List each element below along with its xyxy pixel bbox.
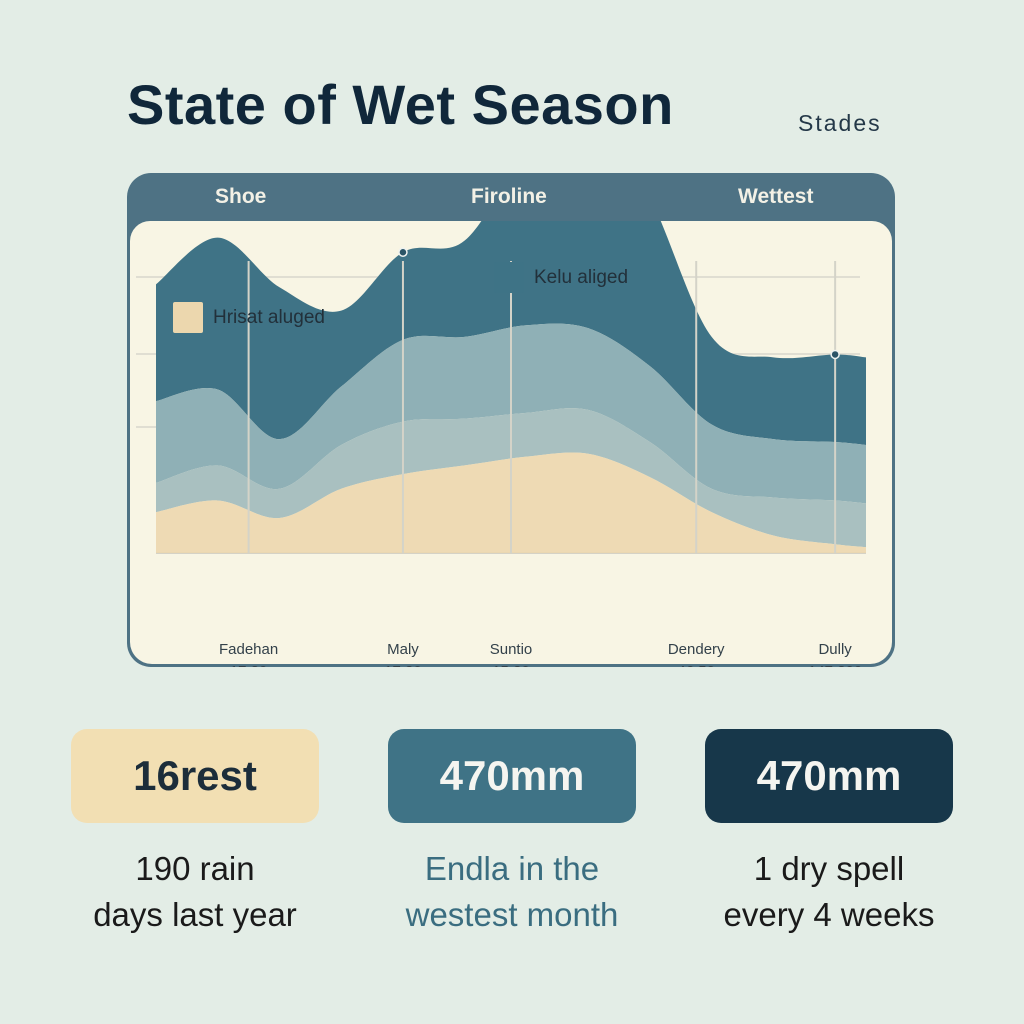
stat-caption-line: days last year — [93, 896, 297, 933]
x-tick-value: 147.200 — [775, 661, 895, 667]
peak-marker-3[interactable] — [830, 349, 840, 360]
stat-value-box-2: 470mm — [705, 729, 953, 823]
x-tick-value: 17:20 — [343, 661, 463, 667]
header-tab-wettest[interactable]: Wettest — [738, 185, 814, 208]
title-side-label: Stades — [798, 110, 882, 136]
card-header: Shoe Firoline Wettest — [127, 173, 895, 221]
stat-caption-line: 190 rain — [135, 850, 255, 887]
chart-panel: Kelu aliged Hrisat aluged Fadehan17:20Ma… — [130, 221, 895, 667]
stat-caption-line: westest month — [405, 896, 619, 933]
x-tick-name: Fadehan — [218, 641, 279, 658]
area-chart — [136, 221, 866, 554]
header-tab-shoe[interactable]: Shoe — [215, 185, 267, 208]
stat-caption-0: 190 rain days last year — [45, 846, 345, 938]
chart-card: Shoe Firoline Wettest Kelu aliged Hrisat… — [127, 173, 895, 667]
stat-caption-line: every 4 weeks — [723, 896, 935, 933]
page-title: State of Wet Season — [127, 73, 674, 136]
legend-swatch-hrisat — [173, 302, 203, 333]
legend-label-kelu: Kelu aliged — [534, 266, 629, 288]
x-tick-value: 15.20 — [451, 661, 571, 667]
stat-caption-1: Endla in the westest month — [362, 846, 662, 938]
x-tick-3: Dendery 46:50 — [636, 639, 756, 667]
legend-item-kelu[interactable]: Kelu aliged — [494, 262, 628, 293]
x-tick-2: Suntio 15.20 — [451, 639, 571, 667]
legend-swatch-kelu — [494, 262, 524, 293]
stat-caption-2: 1 dry spell every 4 weeks — [679, 846, 979, 938]
legend-label-hrisat: Hrisat aluged — [213, 306, 325, 328]
x-tick-name: Dully — [818, 641, 852, 658]
vertical-guides — [247, 261, 837, 553]
stat-caption-line: 1 dry spell — [753, 850, 905, 887]
x-tick-4: Dully 147.200 — [775, 639, 895, 667]
x-tick-1: Maly 17:20 — [343, 639, 463, 667]
header-tab-firoline[interactable]: Firoline — [471, 185, 547, 208]
markers — [398, 247, 840, 360]
x-tick-value: 46:50 — [636, 661, 756, 667]
x-tick-0: Fadehan 17:20 — [189, 639, 309, 667]
stat-value-box-0: 16rest — [71, 729, 319, 823]
peak-marker-0[interactable] — [398, 247, 408, 257]
legend-item-hrisat[interactable]: Hrisat aluged — [173, 302, 325, 333]
stat-caption-line: Endla in the — [424, 850, 600, 887]
area-series-0 — [156, 221, 866, 445]
x-tick-name: Suntio — [489, 641, 533, 658]
x-tick-name: Maly — [387, 641, 419, 658]
x-tick-name: Dendery — [667, 641, 725, 658]
x-tick-value: 17:20 — [189, 661, 309, 667]
stat-value-box-1: 470mm — [388, 729, 636, 823]
